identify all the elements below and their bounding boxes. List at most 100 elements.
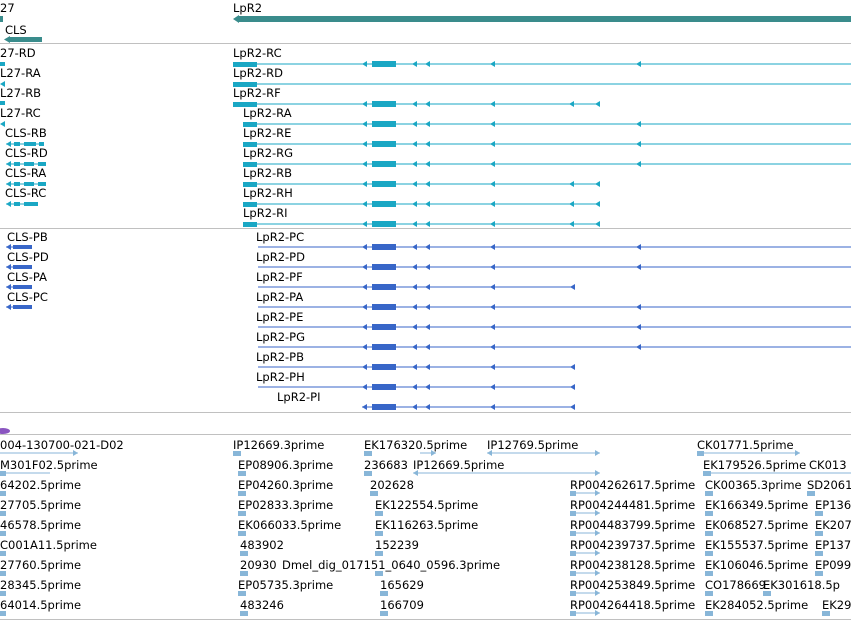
est-label[interactable]: RP004483799.5prime [570,518,696,532]
est-label[interactable]: RP004264418.5prime [570,598,696,612]
transcript-label-lpr2-rb[interactable]: LpR2-RB [243,166,293,180]
transcript-label-l27-rb[interactable]: L27-RB [0,86,42,100]
est-label[interactable]: 28345.5prime [0,578,82,592]
protein-lpr2-glyphs[interactable] [258,244,851,410]
est-label[interactable]: EP04260.3prime [238,478,334,492]
est-label[interactable]: 483902 [240,538,284,552]
est-label[interactable]: CK00365.3prime [705,478,802,492]
est-label[interactable]: 202628 [370,478,414,492]
transcript-cls-glyphs[interactable] [6,141,46,207]
est-label[interactable]: 236683 [364,458,408,472]
est-label[interactable]: CO178669 [705,578,766,592]
transcript-label-lpr2-rc[interactable]: LpR2-RC [233,46,282,60]
transcript-label-cls-rd[interactable]: CLS-RD [5,146,48,160]
track-divider [0,619,851,620]
est-label[interactable]: EP137 [815,538,851,552]
protein-label-lpr2-pg[interactable]: LpR2-PG [256,330,306,344]
gene-label-l27[interactable]: 27 [0,1,15,15]
gene-label-lpr2[interactable]: LpR2 [233,1,263,15]
est-label[interactable]: EP099 [815,558,851,572]
est-label[interactable]: IP12669.3prime [233,438,325,452]
est-label[interactable]: Dmel_dig_017151_0640_0596.3prime [282,558,501,572]
est-label[interactable]: EK155537.5prime [705,538,809,552]
gene-label-cls[interactable]: CLS [5,23,27,37]
est-label[interactable]: CK013 [809,458,847,472]
est-label[interactable]: 46578.5prime [0,518,82,532]
transcript-label-lpr2-rf[interactable]: LpR2-RF [233,86,281,100]
transcript-l27-glyphs[interactable] [0,62,5,127]
est-label[interactable]: EP05735.3prime [238,578,334,592]
est-label[interactable]: EK179526.5prime [703,458,807,472]
protein-label-lpr2-ph[interactable]: LpR2-PH [256,370,305,384]
est-label[interactable]: 64202.5prime [0,478,82,492]
protein-label-cls-pa[interactable]: CLS-PA [7,270,47,284]
est-label[interactable]: EP08906.3prime [238,458,334,472]
protein-label-cls-pb[interactable]: CLS-PB [7,230,48,244]
est-label[interactable]: RP004239737.5prime [570,538,696,552]
est-label[interactable]: 165629 [380,578,424,592]
gene-bar-cls[interactable] [9,37,42,42]
est-label[interactable]: EK207 [815,518,851,532]
est-label[interactable]: C001A11.5prime [0,538,97,552]
protein-label-lpr2-pa[interactable]: LpR2-PA [256,290,304,304]
transcript-label-lpr2-rg[interactable]: LpR2-RG [243,146,294,160]
transcript-label-cls-rb[interactable]: CLS-RB [5,126,47,140]
transcript-lpr2-glyphs[interactable] [233,61,851,227]
est-label[interactable]: 20930 [240,558,277,572]
gene-bar-lpr2[interactable] [238,16,851,22]
est-label[interactable]: EK301618.5p [763,578,840,592]
est-label[interactable]: EK166349.5prime [705,498,809,512]
transcript-label-l27-rc[interactable]: L27-RC [0,106,41,120]
protein-label-lpr2-pc[interactable]: LpR2-PC [256,230,305,244]
transcript-label-cls-rc[interactable]: CLS-RC [5,186,47,200]
est-label[interactable]: EK176320.5prime [364,438,468,452]
est-label[interactable]: M301F02.5prime [0,458,98,472]
est-label[interactable]: 483246 [240,598,284,612]
est-label[interactable]: IP12769.5prime [487,438,579,452]
est-label[interactable]: RP004262617.5prime [570,478,696,492]
gene-bar-l27[interactable] [0,16,3,22]
transcript-label-lpr2-rd[interactable]: LpR2-RD [233,66,284,80]
est-label[interactable]: 152239 [375,538,419,552]
est-label[interactable]: CK01771.5prime [697,438,794,452]
est-label[interactable]: EK284052.5prime [705,598,809,612]
est-label[interactable]: 27705.5prime [0,498,82,512]
transcript-label-lpr2-re[interactable]: LpR2-RE [243,126,292,140]
protein-label-cls-pc[interactable]: CLS-PC [7,290,48,304]
est-glyphs[interactable] [0,450,851,616]
est-label[interactable]: EK122554.5prime [375,498,479,512]
est-label[interactable]: EP136 [815,498,851,512]
protein-label-lpr2-pf[interactable]: LpR2-PF [256,270,303,284]
protein-label-lpr2-pe[interactable]: LpR2-PE [256,310,304,324]
est-label[interactable]: EP02833.3prime [238,498,334,512]
protein-cls-glyphs[interactable] [6,244,32,310]
est-label[interactable]: 166709 [380,598,424,612]
protein-label-cls-pd[interactable]: CLS-PD [7,250,49,264]
transcript-label-cls-ra[interactable]: CLS-RA [5,166,47,180]
est-label[interactable]: IP12669.5prime [413,458,505,472]
track-divider [0,434,851,435]
est-label[interactable]: RP004253849.5prime [570,578,696,592]
transcript-label-l27-rd[interactable]: 27-RD [0,46,36,60]
est-label[interactable]: EK106046.5prime [705,558,809,572]
track-divider [0,412,851,413]
est-label[interactable]: EK116263.5prime [375,518,479,532]
est-label[interactable]: SD2061 [807,478,851,492]
feature-ellipse[interactable] [0,428,10,434]
est-label[interactable]: RP004238128.5prime [570,558,696,572]
est-label[interactable]: 004-130700-021-D02 [0,438,124,452]
protein-label-lpr2-pb[interactable]: LpR2-PB [256,350,304,364]
est-label[interactable]: 27760.5prime [0,558,82,572]
protein-label-lpr2-pi[interactable]: LpR2-PI [277,390,321,404]
transcript-label-lpr2-rh[interactable]: LpR2-RH [243,186,293,200]
transcript-label-lpr2-ra[interactable]: LpR2-RA [243,106,292,120]
est-label[interactable]: EK066033.5prime [238,518,342,532]
est-label[interactable]: EK29 [822,598,851,612]
transcript-label-lpr2-ri[interactable]: LpR2-RI [243,206,288,220]
est-label[interactable]: EK068527.5prime [705,518,809,532]
transcript-label-l27-ra[interactable]: L27-RA [0,66,41,80]
est-label[interactable]: RP004244481.5prime [570,498,696,512]
est-label[interactable]: 64014.5prime [0,598,82,612]
protein-label-lpr2-pd[interactable]: LpR2-PD [256,250,305,264]
